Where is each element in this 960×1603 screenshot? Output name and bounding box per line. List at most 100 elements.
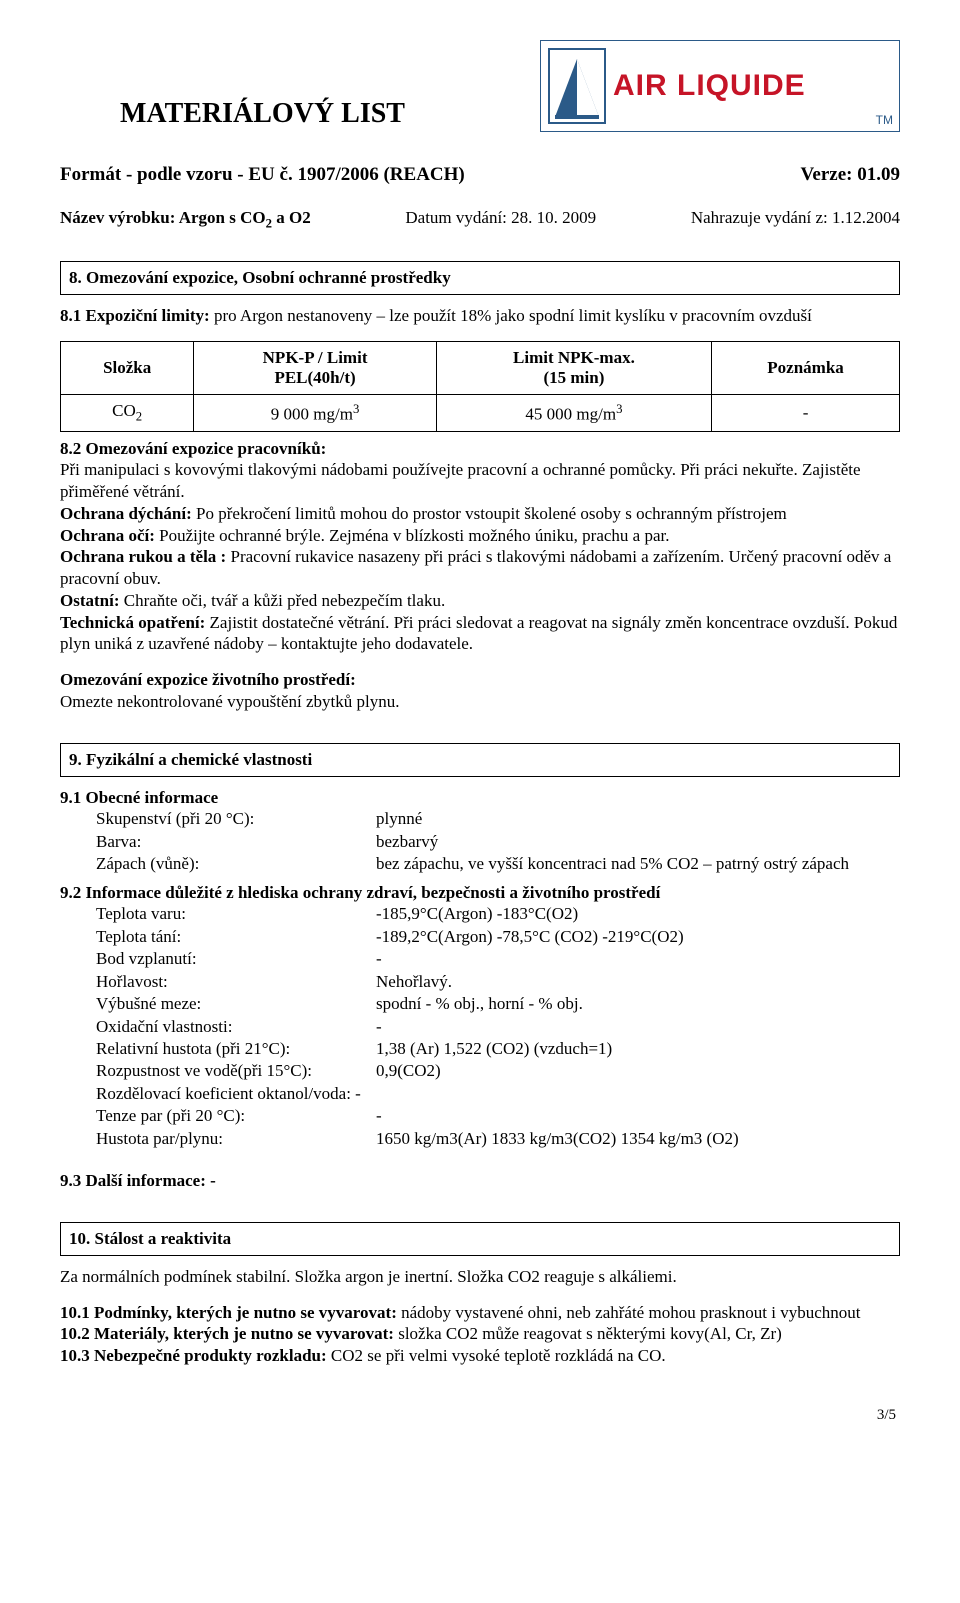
props-table-1: Skupenství (při 20 °C):plynnéBarva:bezba…: [60, 808, 900, 875]
props-value: bezbarvý: [376, 831, 900, 853]
table-cell: 9 000 mg/m3: [194, 395, 436, 431]
th-2: Limit NPK-max.(15 min): [513, 348, 635, 387]
props-label: Rozpustnost ve vodě(při 15°C):: [96, 1060, 376, 1082]
c3sup: 3: [616, 402, 622, 416]
c1pre: CO: [112, 401, 136, 420]
breath-line: Ochrana dýchání: Po překročení limitů mo…: [60, 503, 900, 525]
props-value: 1,38 (Ar) 1,522 (CO2) (vzduch=1): [376, 1038, 900, 1060]
props-row: Výbušné meze:spodní - % obj., horní - % …: [96, 993, 900, 1015]
props-label: Barva:: [96, 831, 376, 853]
s10-intro: Za normálních podmínek stabilní. Složka …: [60, 1266, 900, 1288]
page-number: 3/5: [60, 1407, 900, 1424]
subheader: Formát - podle vzoru - EU č. 1907/2006 (…: [60, 164, 900, 186]
props-row: Barva:bezbarvý: [96, 831, 900, 853]
props-row: Hustota par/plynu:1650 kg/m3(Ar) 1833 kg…: [96, 1128, 900, 1150]
s10-3: 10.3 Nebezpečné produkty rozkladu: CO2 s…: [60, 1345, 900, 1367]
c3pre: 45 000 mg/m: [525, 404, 616, 423]
props-value: plynné: [376, 808, 900, 830]
props-row: Hořlavost:Nehořlavý.: [96, 971, 900, 993]
props-value: -: [376, 1105, 900, 1127]
product-name-part1: Název výrobku: Argon s CO: [60, 208, 266, 227]
props-row: Tenze par (při 20 °C):-: [96, 1105, 900, 1127]
tech-line: Technická opatření: Zajistit dostatečné …: [60, 612, 900, 656]
breath-text: Po překročení limitů mohou do prostor vs…: [196, 504, 787, 523]
section-8-1: 8.1 Expoziční limity: pro Argon nestanov…: [60, 305, 900, 327]
props-label: Skupenství (při 20 °C):: [96, 808, 376, 830]
props-row: Bod vzplanutí:-: [96, 948, 900, 970]
th-1: NPK-P / LimitPEL(40h/t): [263, 348, 368, 387]
section-10-body: Za normálních podmínek stabilní. Složka …: [60, 1266, 900, 1367]
props-label: Hořlavost:: [96, 971, 376, 993]
other-label: Ostatní:: [60, 591, 124, 610]
document-title: MATERIÁLOVÝ LIST: [120, 98, 405, 130]
s10-1: 10.1 Podmínky, kterých je nutno se vyvar…: [60, 1302, 900, 1324]
s10-2: 10.2 Materiály, kterých je nutno se vyva…: [60, 1323, 900, 1345]
section-10-title: 10. Stálost a reaktivita: [60, 1222, 900, 1256]
s10-1-label: 10.1 Podmínky, kterých je nutno se vyvar…: [60, 1303, 401, 1322]
s10-1-text: nádoby vystavené ohni, neb zahřáté mohou…: [401, 1303, 860, 1322]
s10-2-label: 10.2 Materiály, kterých je nutno se vyva…: [60, 1324, 398, 1343]
props-value: spodní - % obj., horní - % obj.: [376, 993, 900, 1015]
table-header: NPK-P / LimitPEL(40h/t): [194, 342, 436, 395]
header: MATERIÁLOVÝ LIST AIR LIQUIDE TM: [60, 40, 900, 160]
props-row: Teplota varu:-185,9°C(Argon) -183°C(O2): [96, 903, 900, 925]
props-label: Relativní hustota (při 21°C):: [96, 1038, 376, 1060]
props-label: Oxidační vlastnosti:: [96, 1016, 376, 1038]
s9-3-label: 9.3 Další informace: -: [60, 1170, 900, 1192]
replaces-line: Nahrazuje vydání z: 1.12.2004: [691, 208, 900, 231]
logo-mark-icon: [541, 41, 613, 131]
props-label: Tenze par (při 20 °C):: [96, 1105, 376, 1127]
section-9-title: 9. Fyzikální a chemické vlastnosti: [60, 743, 900, 777]
c2sup: 3: [353, 402, 359, 416]
s10-3-text: CO2 se při velmi vysoké teplotě rozkládá…: [331, 1346, 666, 1365]
props-value: 1650 kg/m3(Ar) 1833 kg/m3(CO2) 1354 kg/m…: [376, 1128, 900, 1150]
th-3: Poznámka: [767, 358, 844, 377]
props-label: Rozdělovací koeficient oktanol/voda: -: [96, 1083, 376, 1105]
props-value: Nehořlavý.: [376, 971, 900, 993]
section-9-body: 9.1 Obecné informace Skupenství (při 20 …: [60, 787, 900, 1192]
eyes-text: Použijte ochranné brýle. Zejména v blízk…: [159, 526, 669, 545]
props-row: Teplota tání:-189,2°C(Argon) -78,5°C (CO…: [96, 926, 900, 948]
hands-label: Ochrana rukou a těla :: [60, 547, 230, 566]
brand-logo: AIR LIQUIDE TM: [540, 40, 900, 132]
s8-1-text: pro Argon nestanoveny – lze použít 18% j…: [214, 306, 812, 325]
props-value: -: [376, 1016, 900, 1038]
th-0: Složka: [103, 358, 151, 377]
issue-date: Datum vydání: 28. 10. 2009: [405, 208, 596, 231]
props-value: [376, 1083, 900, 1105]
props-row: Relativní hustota (při 21°C):1,38 (Ar) 1…: [96, 1038, 900, 1060]
s8-2-label: 8.2 Omezování expozice pracovníků:: [60, 438, 900, 460]
c2pre: 9 000 mg/m: [271, 404, 353, 423]
tech-label: Technická opatření:: [60, 613, 210, 632]
other-line: Ostatní: Chraňte oči, tvář a kůži před n…: [60, 590, 900, 612]
table-cell: CO2: [61, 395, 194, 431]
table-header: Limit NPK-max.(15 min): [436, 342, 711, 395]
props-row: Rozdělovací koeficient oktanol/voda: -: [96, 1083, 900, 1105]
props-table-2: Teplota varu:-185,9°C(Argon) -183°C(O2)T…: [60, 903, 900, 1150]
s8-1-label: 8.1 Expoziční limity:: [60, 306, 214, 325]
breath-label: Ochrana dýchání:: [60, 504, 196, 523]
version-line: Verze: 01.09: [800, 164, 900, 186]
exposure-limits-table: Složka NPK-P / LimitPEL(40h/t) Limit NPK…: [60, 341, 900, 431]
props-label: Teplota tání:: [96, 926, 376, 948]
s10-2-text: složka CO2 může reagovat s některými kov…: [398, 1324, 782, 1343]
product-name: Název výrobku: Argon s CO2 a O2: [60, 208, 311, 231]
hands-line: Ochrana rukou a těla : Pracovní rukavice…: [60, 546, 900, 590]
other-text: Chraňte oči, tvář a kůži před nebezpečím…: [124, 591, 445, 610]
env-label: Omezování expozice životního prostředí:: [60, 669, 900, 691]
props-value: -185,9°C(Argon) -183°C(O2): [376, 903, 900, 925]
table-header: Složka: [61, 342, 194, 395]
s10-3-label: 10.3 Nebezpečné produkty rozkladu:: [60, 1346, 331, 1365]
props-label: Teplota varu:: [96, 903, 376, 925]
logo-text: AIR LIQUIDE: [613, 69, 876, 103]
format-line: Formát - podle vzoru - EU č. 1907/2006 (…: [60, 164, 465, 186]
s9-2-label: 9.2 Informace důležité z hlediska ochran…: [60, 882, 900, 904]
c1sub: 2: [136, 410, 142, 424]
product-name-part2: a O2: [272, 208, 311, 227]
env-text: Omezte nekontrolované vypouštění zbytků …: [60, 691, 900, 713]
props-value: 0,9(CO2): [376, 1060, 900, 1082]
table-header: Poznámka: [712, 342, 900, 395]
section-8-title: 8. Omezování expozice, Osobní ochranné p…: [60, 261, 900, 295]
env-block: Omezování expozice životního prostředí: …: [60, 669, 900, 713]
s9-1-label: 9.1 Obecné informace: [60, 787, 900, 809]
